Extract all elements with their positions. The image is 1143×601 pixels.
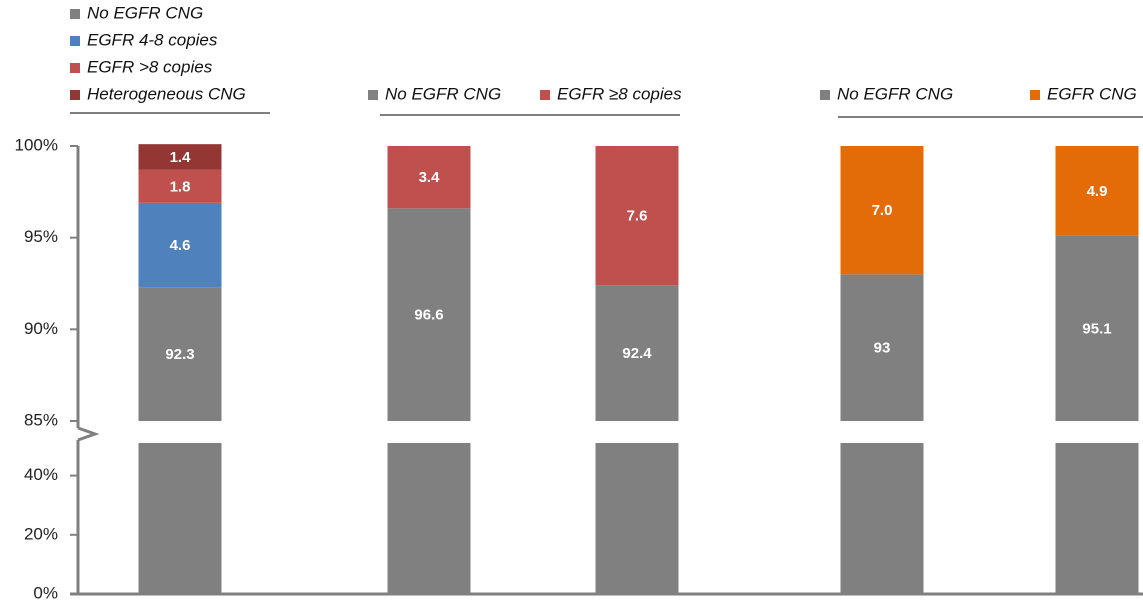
legend-label: No EGFR CNG [385, 84, 501, 103]
legend-swatch [70, 63, 80, 73]
bar-segment [138, 443, 222, 594]
y-tick-label: 0% [33, 583, 58, 601]
value-label: 95.1 [1082, 320, 1111, 337]
legend-swatch [1030, 90, 1040, 100]
value-label: 4.6 [170, 237, 191, 254]
legend-label: EGFR 4-8 copies [87, 30, 218, 49]
y-tick-label: 85% [24, 410, 58, 429]
legend-swatch [368, 90, 378, 100]
y-tick-label: 95% [24, 227, 58, 246]
value-label: 7.6 [627, 208, 648, 225]
value-label: 3.4 [419, 169, 441, 186]
bar-segment [595, 146, 679, 286]
bar-segment [840, 146, 924, 275]
y-tick-label: 100% [15, 135, 58, 154]
legend-swatch [540, 90, 550, 100]
bar-segment [1055, 146, 1139, 236]
value-label: 4.9 [1087, 183, 1108, 200]
bar-segment [840, 274, 924, 421]
legend-label: EGFR ≥8 copies [557, 84, 682, 103]
legend-label: No EGFR CNG [87, 3, 203, 22]
bar-segment [138, 202, 222, 288]
bar-segment [387, 443, 471, 594]
legend-label: No EGFR CNG [837, 84, 953, 103]
value-label: 96.6 [414, 307, 443, 324]
axis-break [77, 426, 100, 442]
bar-segment [138, 287, 222, 421]
value-label: 93 [874, 340, 891, 357]
bar-segment [1055, 443, 1139, 594]
bar-segment [387, 208, 471, 421]
value-label: 92.3 [165, 346, 194, 363]
bar-segment [138, 144, 222, 170]
legend-swatch [70, 36, 80, 46]
legend-swatch [70, 9, 80, 19]
y-tick-label: 20% [24, 524, 58, 543]
bar-segment [595, 285, 679, 421]
value-label: 7.0 [872, 202, 893, 219]
bar-segment [387, 146, 471, 209]
bar-segment [1055, 235, 1139, 421]
bar-segment [595, 443, 679, 594]
value-label: 1.8 [170, 178, 191, 195]
bar-segment [840, 443, 924, 594]
y-tick-label: 90% [24, 319, 58, 338]
y-tick-label: 40% [24, 465, 58, 484]
legend-swatch [820, 90, 830, 100]
legend-swatch [70, 90, 80, 100]
legend-label: Heterogeneous CNG [87, 84, 246, 103]
legend-label: EGFR CNG [1047, 84, 1137, 103]
legend-label: EGFR >8 copies [87, 57, 213, 76]
value-label: 1.4 [170, 149, 192, 166]
value-label: 92.4 [622, 345, 652, 362]
bar-segment [138, 169, 222, 203]
